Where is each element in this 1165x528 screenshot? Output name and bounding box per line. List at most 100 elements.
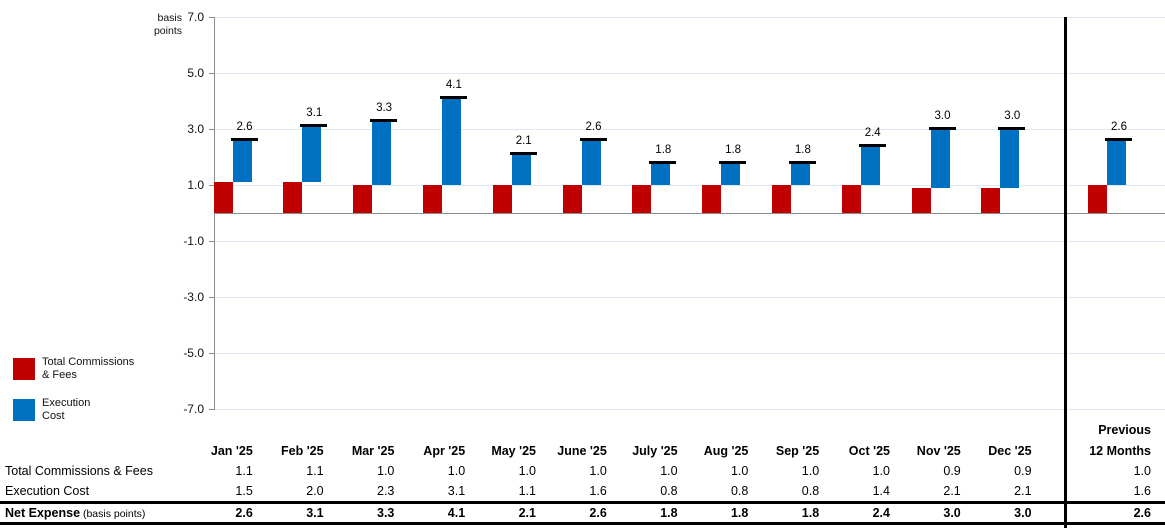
zero-axis-line [214, 213, 1165, 214]
table-value-cell: 0.8 [730, 484, 749, 498]
table-value-cell: 1.0 [589, 464, 607, 478]
y-axis-tick [209, 73, 214, 74]
row-label-text: Net Expense [5, 506, 81, 520]
legend-label-line: Total Commissions [42, 356, 135, 368]
net-expense-value-label: 2.4 [864, 126, 881, 139]
y-axis-title: basis points [138, 12, 182, 37]
table-value-cell: 2.6 [589, 506, 607, 520]
y-tick-label: 7.0 [187, 10, 204, 24]
legend-label-line: & Fees [42, 369, 77, 381]
legend-label-line: Execution [42, 397, 91, 409]
y-axis-tick [209, 17, 214, 18]
net-expense-value-label: 1.8 [794, 143, 811, 156]
column-header-month: Nov '25 [916, 443, 961, 458]
y-axis-line [214, 17, 215, 410]
bar-execution-cost [302, 126, 322, 183]
table-value-cell: 3.0 [943, 506, 961, 520]
gridline [214, 17, 1165, 18]
bar-total-commissions-fees [841, 185, 861, 213]
column-header-month: Mar '25 [351, 443, 395, 458]
table-value-cell: 1.8 [660, 506, 678, 520]
bar-execution-cost [860, 145, 880, 185]
bar-total-commissions-fees [771, 185, 791, 213]
previous-header-line2: 12 Months [1089, 443, 1151, 458]
net-expense-cap-mark [509, 152, 537, 156]
table-value-cell: 3.1 [306, 506, 324, 520]
column-header-month: Aug '25 [703, 443, 749, 458]
legend-item-execution-cost: Execution Cost [13, 397, 134, 423]
net-expense-value-label: 2.1 [515, 135, 532, 148]
column-header-month: July '25 [632, 443, 678, 458]
column-header-month: Oct '25 [848, 443, 890, 458]
bar-execution-cost [930, 129, 950, 188]
bar-total-commissions-fees [702, 185, 722, 213]
bar-execution-cost [232, 140, 252, 183]
column-header-month: Feb '25 [281, 443, 324, 458]
column-header-month: May '25 [491, 443, 536, 458]
table-value-cell: 3.1 [447, 484, 466, 498]
table-value-cell: 1.8 [730, 506, 749, 520]
net-expense-cap-mark [998, 127, 1026, 130]
bar-total-commissions-fees [283, 182, 303, 213]
net-expense-cap-mark [1105, 138, 1132, 142]
bar-total-commissions-fees [422, 185, 442, 213]
table-value-cell: 2.1 [518, 506, 536, 520]
net-expense-cap-mark [928, 127, 956, 130]
net-expense-cap-mark [719, 160, 747, 164]
table-value-cell-previous: 1.0 [1133, 464, 1151, 478]
previous-period-separator-line [1064, 17, 1067, 528]
table-value-cell: 0.8 [801, 484, 820, 498]
y-axis-tick [209, 297, 214, 298]
table-row-net-expense: Net Expense (basis points) 2.6 3.1 3.3 4.1 2.… [0, 501, 1165, 525]
summary-table: Previous Jan '25 Feb '25 Mar '25 Apr '25 May … [0, 420, 1165, 525]
row-label: Execution Cost [0, 484, 183, 498]
table-value-cell: 0.9 [943, 464, 961, 478]
y-axis-tick [209, 241, 214, 242]
previous-header-line1: Previous [1098, 423, 1151, 437]
row-label: Total Commissions & Fees [0, 464, 183, 478]
y-tick-label: 5.0 [187, 66, 204, 80]
column-header-month: Jan '25 [210, 443, 253, 458]
table-value-cell: 0.9 [1014, 464, 1032, 478]
gridline [214, 353, 1165, 354]
row-label-text: Total Commissions & Fees [5, 464, 153, 478]
y-axis-tick [209, 129, 214, 130]
column-header-month: Dec '25 [988, 443, 1032, 458]
table-value-cell: 1.0 [730, 464, 749, 478]
y-axis-tick [209, 185, 214, 186]
y-tick-label: -7.0 [183, 402, 204, 416]
gridline [214, 73, 1165, 74]
table-value-cell: 1.0 [377, 464, 395, 478]
gridline [214, 129, 1165, 130]
net-expense-value-label: 2.6 [1111, 121, 1127, 134]
table-value-cell: 2.1 [1014, 484, 1032, 498]
net-expense-cap-mark [370, 118, 398, 122]
table-value-cell: 1.4 [872, 484, 890, 498]
column-header-month: Sep '25 [775, 443, 820, 458]
table-value-cell: 1.8 [801, 506, 820, 520]
bar-execution-cost [1107, 140, 1126, 185]
bar-execution-cost [651, 162, 671, 185]
bar-total-commissions-fees [911, 187, 931, 213]
legend-label-execution-cost: Execution Cost [42, 397, 90, 423]
table-value-cell: 1.5 [235, 484, 253, 498]
net-expense-cap-mark [230, 138, 258, 142]
gridline [214, 297, 1165, 298]
gridline [214, 409, 1165, 410]
net-expense-cap-mark [300, 124, 328, 128]
column-header-month: June '25 [557, 443, 607, 458]
table-value-cell: 4.1 [447, 506, 466, 520]
table-value-cell: 1.0 [872, 464, 890, 478]
net-expense-value-label: 2.6 [236, 121, 253, 134]
net-expense-cap-mark [439, 96, 467, 100]
net-expense-cap-mark [788, 160, 816, 164]
table-value-cell: 1.1 [235, 464, 253, 478]
gridline [214, 185, 1165, 186]
table-value-cell: 2.1 [943, 484, 961, 498]
table-row-column-headers: Jan '25 Feb '25 Mar '25 Apr '25 May '25 June … [0, 440, 1165, 461]
table-value-cell: 2.6 [235, 506, 253, 520]
table-value-cell: 1.0 [801, 464, 820, 478]
net-expense-value-label: 1.8 [725, 143, 742, 156]
legend-label-total-commissions: Total Commissions & Fees [42, 356, 134, 382]
y-axis-title-line1: basis [157, 12, 182, 24]
